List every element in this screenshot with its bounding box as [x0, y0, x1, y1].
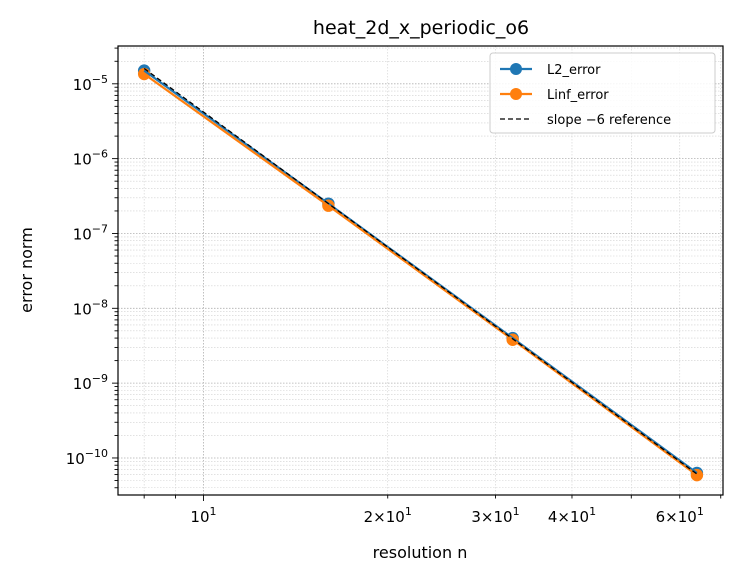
y-tick-label: 10−10 — [66, 447, 108, 468]
x-tick-label: 6×101 — [656, 505, 704, 526]
legend-swatch-marker — [510, 63, 522, 75]
series-line-0 — [143, 69, 698, 474]
series-lines — [143, 67, 698, 476]
legend-swatch-marker — [510, 88, 522, 100]
chart-title: heat_2d_x_periodic_o6 — [313, 17, 529, 39]
x-tick-label: 4×101 — [548, 505, 596, 526]
series-line-1 — [143, 73, 698, 476]
y-tick-label: 10−7 — [73, 222, 108, 243]
series-line-2 — [143, 67, 698, 475]
legend-label: Linf_error — [547, 88, 609, 103]
x-tick-label: 101 — [190, 505, 216, 526]
y-tick-label: 10−6 — [73, 148, 108, 169]
legend-label: slope −6 reference — [547, 113, 671, 128]
legend-box — [489, 52, 716, 134]
x-tick-label: 3×101 — [471, 505, 519, 526]
axes: 101 2×101 3×101 4×101 6×101 10−10 10−9 10−8 10−7… — [66, 47, 722, 526]
y-tick-label: 10−8 — [73, 297, 108, 318]
x-tick-label: 2×101 — [364, 505, 412, 526]
y-tick-label: 10−9 — [73, 372, 108, 393]
y-tick-label: 10−5 — [73, 73, 108, 94]
y-axis-label: error norm — [17, 227, 36, 313]
plot-area-frame — [117, 45, 724, 496]
x-axis-label: resolution n — [373, 543, 468, 562]
legend-label: L2_error — [547, 63, 601, 78]
